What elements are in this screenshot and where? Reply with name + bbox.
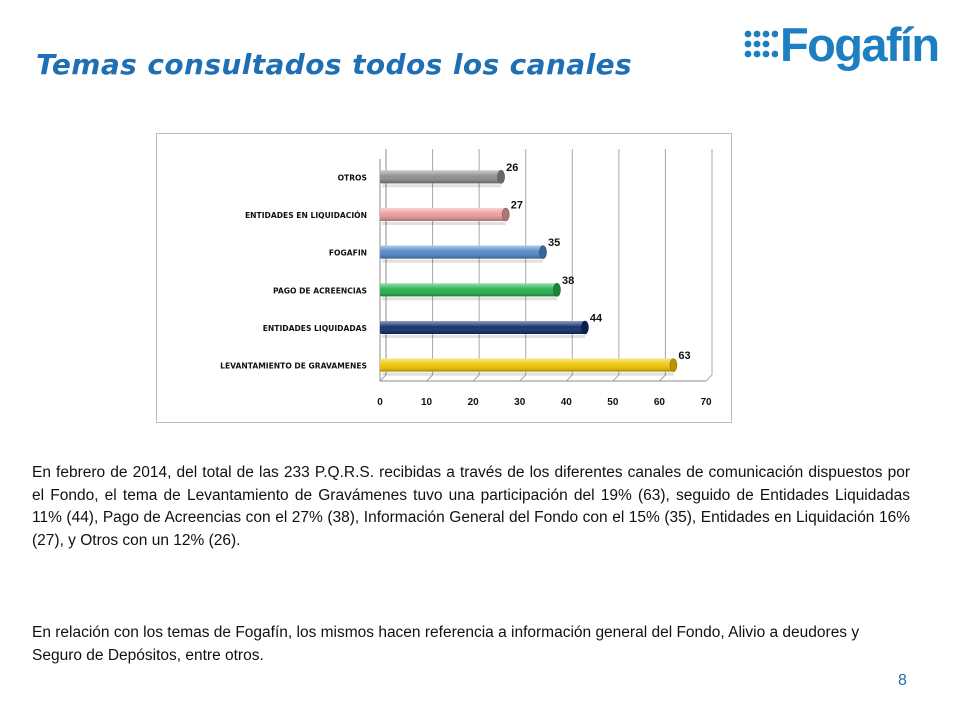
floor-line (659, 374, 666, 382)
chart-bars (380, 170, 678, 376)
category-label: FOGAFIN (329, 249, 367, 258)
bar-shadow (382, 372, 674, 376)
floor-line (519, 374, 527, 382)
bar-end-cap (501, 207, 510, 222)
bar-end-cap (497, 170, 505, 184)
data-label: 38 (562, 275, 574, 287)
category-label: ENTIDADES EN LIQUIDACIÓN (245, 211, 367, 220)
data-label: 26 (506, 162, 518, 174)
x-tick-label: 40 (561, 397, 573, 408)
floor-line (472, 374, 480, 382)
category-label: PAGO DE ACREENCIAS (273, 286, 367, 295)
category-label: ENTIDADES LIQUIDADAS (263, 324, 367, 333)
floor-line (565, 374, 573, 382)
x-tick-label: 50 (607, 397, 619, 408)
bar-gloss (380, 321, 585, 334)
data-label: 44 (590, 313, 603, 325)
category-label: OTROS (338, 173, 367, 182)
chart-labels: 0 10 20 30 40 50 60 70 OTROS 26 ENTIDADES EN LIQUI… (220, 162, 712, 408)
x-tick-label: 0 (377, 397, 383, 408)
x-tick-label: 30 (514, 397, 526, 408)
data-label: 63 (678, 350, 690, 362)
x-tick-label: 20 (468, 397, 480, 408)
category-label: LEVANTAMIENTO DE GRAVAMENES (220, 362, 367, 371)
bar-end-cap (539, 245, 547, 259)
bar-gloss (380, 170, 502, 184)
floor-line (426, 374, 433, 382)
bar-gloss (380, 283, 557, 297)
bar-end-cap (553, 283, 561, 297)
bar-gloss (380, 245, 543, 259)
chart-grid (379, 149, 713, 382)
logo-text: Fogafín (780, 18, 940, 71)
floor-line (612, 374, 620, 382)
bar-chart: 0 10 20 30 40 50 60 70 OTROS 26 ENTIDADES EN LIQUI… (156, 133, 732, 423)
x-tick-label: 70 (700, 397, 712, 408)
x-tick-label: 10 (421, 397, 433, 408)
bar-shadow (382, 184, 502, 188)
bar-shadow (382, 259, 543, 263)
bar-end-cap (669, 358, 678, 372)
floor-line (379, 374, 387, 382)
logo-dots-icon (744, 30, 778, 58)
fogafin-topics-paragraph: En relación con los temas de Fogafín, lo… (32, 624, 860, 664)
summary-paragraph: En febrero de 2014, del total de las 233… (32, 464, 910, 549)
data-label: 27 (511, 200, 523, 212)
data-label: 35 (548, 237, 560, 249)
slide-title: Temas consultados todos los canales (36, 48, 633, 81)
fogafin-logo: Fogafín (744, 18, 940, 76)
floor-line (705, 374, 713, 382)
bar-shadow (382, 297, 557, 301)
page-number: 8 (898, 672, 907, 689)
bar-shadow (382, 335, 585, 338)
x-tick-label: 60 (654, 397, 666, 408)
bar-gloss (380, 358, 674, 372)
bar-end-cap (581, 320, 589, 335)
bar-shadow (382, 222, 506, 225)
bar-gloss (380, 208, 506, 221)
